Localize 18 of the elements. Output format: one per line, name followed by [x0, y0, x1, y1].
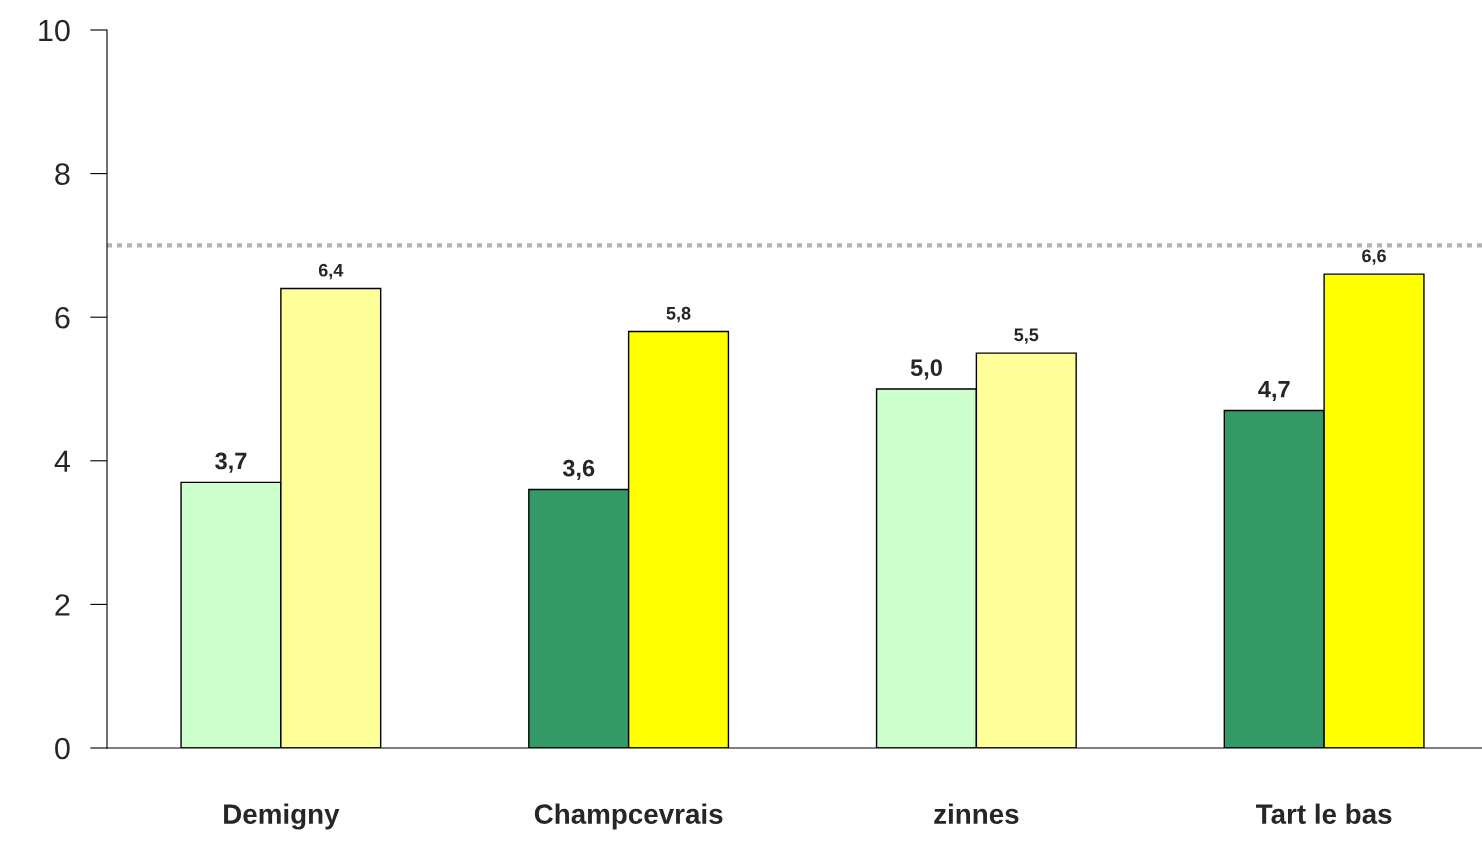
data-label: 5,5: [1014, 328, 1039, 344]
y-tick-label: 10: [39, 19, 70, 42]
y-tick-label: 6: [55, 306, 70, 329]
x-tick-label: Champcevrais: [534, 803, 723, 830]
x-tick-label: Tart le bas: [1256, 803, 1392, 824]
data-label: 5,0: [910, 359, 942, 380]
y-tick-label: 4: [54, 450, 70, 472]
data-label: 6,4: [318, 263, 344, 280]
data-label: 3,7: [215, 452, 247, 473]
data-label: 6,6: [1362, 249, 1386, 265]
y-tick-label: 2: [55, 594, 70, 616]
data-label: 4,7: [1258, 381, 1290, 401]
data-label: 5,8: [666, 306, 691, 323]
data-label: 3,6: [562, 459, 595, 480]
y-tick-label: 8: [55, 163, 70, 185]
x-tick-label: zinnes: [934, 803, 1019, 824]
x-tick-label: Demigny: [224, 803, 340, 830]
y-tick-label: 0: [55, 737, 70, 760]
